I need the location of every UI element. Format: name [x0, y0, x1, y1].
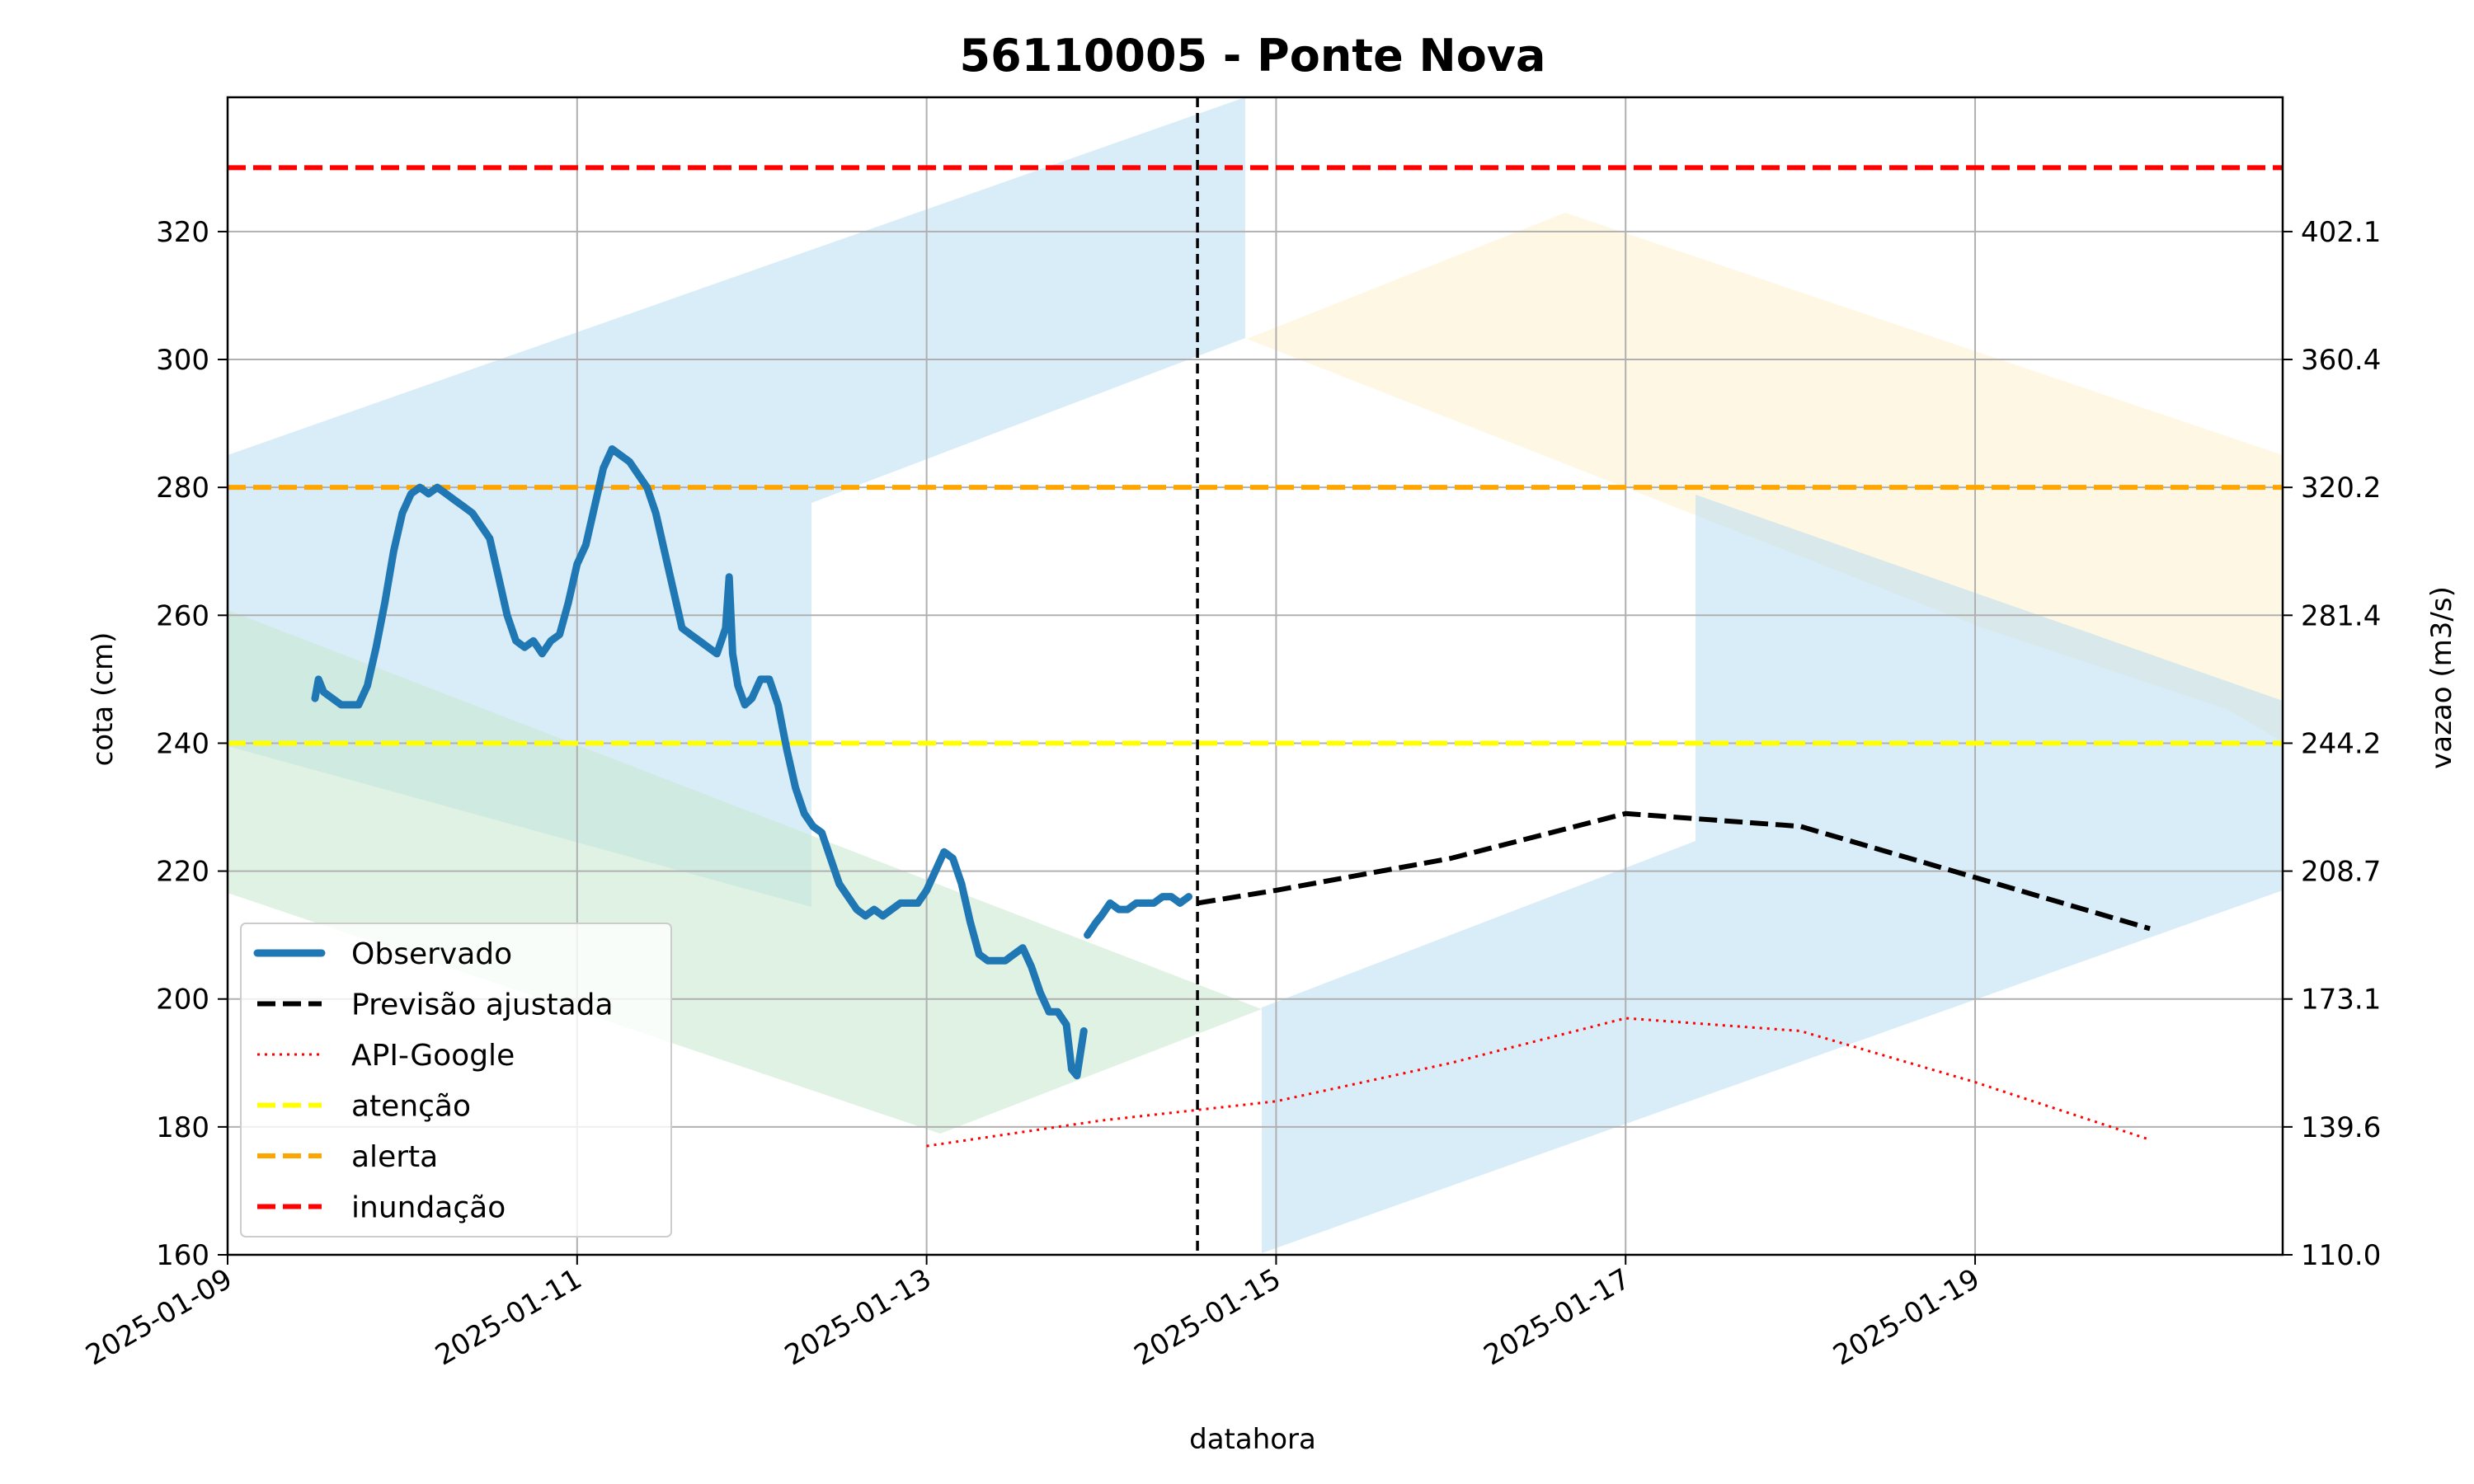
x-tick-label: 2025-01-17 [1479, 1262, 1636, 1372]
y-right-tick-label: 208.7 [2301, 856, 2381, 889]
x-tick-label: 2025-01-15 [1129, 1262, 1286, 1372]
legend-label: Observado [351, 937, 512, 971]
y-right-tick-label: 139.6 [2301, 1111, 2381, 1144]
legend-label: inundação [351, 1191, 506, 1225]
y-tick-label: 160 [156, 1239, 209, 1272]
y-axis-left: 160 180 200 220 240 260 280 300 320 [156, 216, 228, 1272]
x-axis: 2025-01-09 2025-01-11 2025-01-13 2025-01-15… [80, 1255, 1986, 1373]
y-axis-right-label: vazao (m3/s) [2425, 586, 2458, 769]
series-line-1-segment-1 [311, 445, 1088, 1080]
y-tick-label: 320 [156, 216, 209, 249]
y-right-tick-label: 320.2 [2301, 472, 2381, 505]
y-right-tick-label: 244.2 [2301, 727, 2381, 760]
y-axis-label: cota (cm) [87, 632, 120, 767]
legend-label: alerta [351, 1140, 438, 1174]
y-right-tick-label: 360.4 [2301, 344, 2381, 377]
x-tick-label: 2025-01-13 [779, 1262, 937, 1372]
legend-label: Previsão ajustada [351, 989, 614, 1022]
series-line-2 [1197, 810, 2151, 932]
x-tick-label: 2025-01-11 [430, 1262, 587, 1372]
legend: Observado Previsão ajustada API-Google aten… [240, 923, 672, 1237]
y-tick-label: 200 [156, 984, 209, 1017]
y-tick-label: 280 [156, 472, 209, 505]
y-axis-right: 110.0 139.6 173.1 208.7 244.2 281.4 320.2 360.4… [2283, 216, 2381, 1272]
y-right-tick-label: 110.0 [2301, 1239, 2381, 1272]
y-tick-label: 180 [156, 1111, 209, 1144]
y-right-tick-label: 173.1 [2301, 984, 2381, 1017]
x-tick-label: 2025-01-19 [1827, 1262, 1985, 1372]
legend-label: atenção [351, 1090, 471, 1124]
y-tick-label: 240 [156, 727, 209, 760]
y-tick-label: 300 [156, 344, 209, 377]
chart-title: 56110005 - Ponte Nova [960, 30, 1546, 82]
series-layer [311, 445, 2151, 1148]
y-tick-label: 260 [156, 599, 209, 632]
series-line-1-segment-2 [1084, 893, 1192, 939]
legend-label: API-Google [351, 1039, 515, 1073]
threshold-lines [228, 165, 2283, 746]
y-tick-label: 220 [156, 856, 209, 889]
y-right-tick-label: 281.4 [2301, 599, 2381, 632]
plot-area-frame [226, 96, 2284, 1256]
y-right-tick-label: 402.1 [2301, 216, 2381, 249]
x-tick-label: 2025-01-09 [80, 1262, 238, 1372]
legend-box [240, 923, 672, 1237]
x-axis-label: datahora [1189, 1423, 1316, 1456]
